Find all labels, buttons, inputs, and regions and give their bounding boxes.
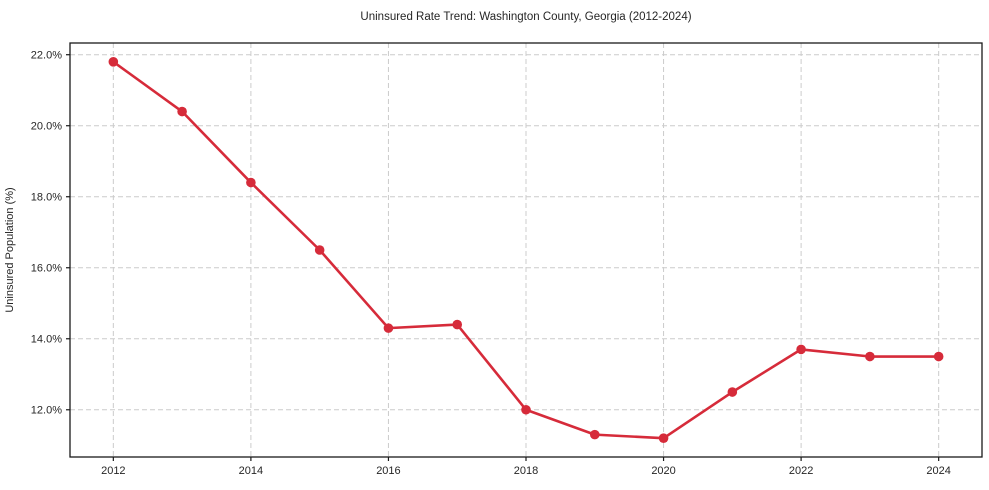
y-tick-label: 14.0% — [31, 334, 62, 346]
chart-title: Uninsured Rate Trend: Washington County,… — [360, 11, 691, 23]
x-tick-label: 2018 — [514, 465, 538, 477]
trend-line-series — [108, 57, 944, 443]
x-tick-label: 2020 — [651, 465, 675, 477]
axis-ticks: 12.0% 14.0% 16.0% 18.0% 20.0% 22.0% 2012 2014 20… — [31, 50, 951, 477]
data-point-2017 — [452, 319, 463, 330]
y-tick-label: 18.0% — [31, 192, 62, 204]
plot-frame — [69, 42, 983, 458]
data-point-2012 — [108, 57, 119, 67]
data-point-2023 — [865, 351, 875, 362]
x-tick-label: 2012 — [101, 465, 125, 477]
data-point-2014 — [246, 177, 256, 188]
x-tick-label: 2022 — [789, 465, 813, 477]
data-point-2020 — [658, 433, 669, 443]
gridlines — [70, 43, 982, 457]
plot-border — [69, 42, 983, 458]
y-axis-label: Uninsured Population (%) — [4, 187, 16, 312]
data-point-2021 — [727, 387, 738, 397]
x-tick-label: 2024 — [926, 465, 950, 477]
x-tick-label: 2014 — [239, 465, 263, 477]
y-tick-label: 12.0% — [31, 405, 62, 417]
y-tick-label: 16.0% — [31, 263, 62, 275]
y-tick-label: 20.0% — [31, 121, 62, 133]
data-point-2022 — [796, 344, 806, 355]
x-tick-label: 2016 — [376, 465, 400, 477]
data-point-2024 — [933, 351, 944, 362]
data-point-2013 — [177, 106, 187, 117]
data-point-2016 — [383, 323, 394, 333]
data-point-2015 — [314, 245, 325, 255]
y-tick-label: 22.0% — [31, 50, 62, 62]
data-point-2018 — [521, 404, 531, 415]
data-point-2019 — [589, 429, 600, 440]
